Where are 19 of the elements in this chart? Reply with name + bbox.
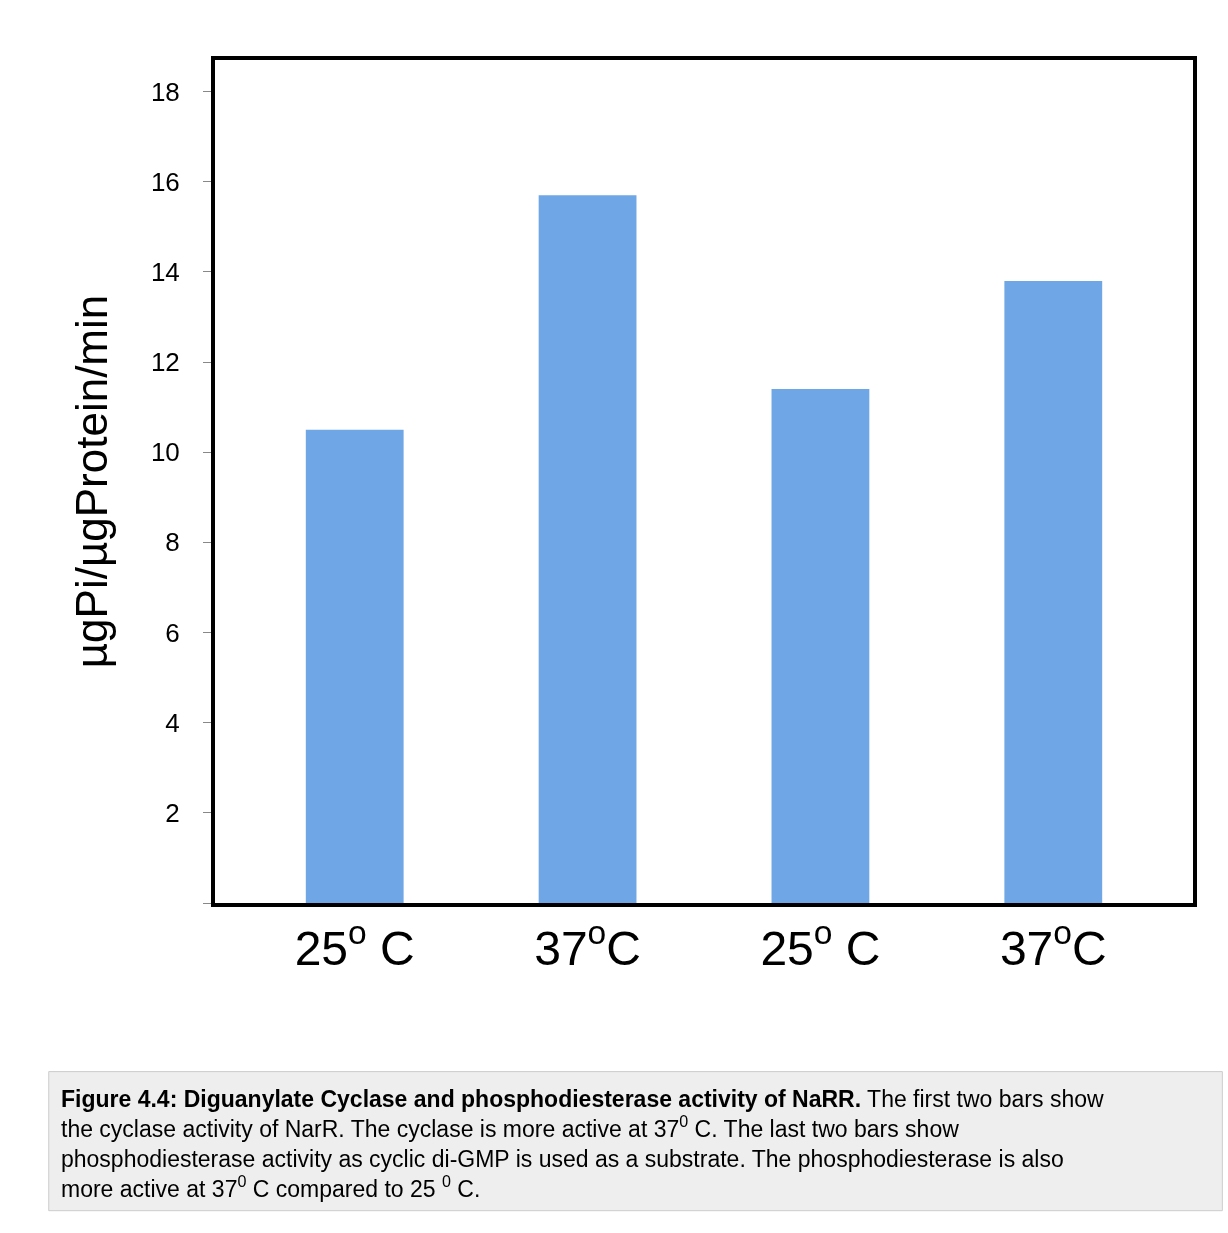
- x-tick-label: 25$^{o}$ C: [294, 914, 415, 975]
- bar: [538, 195, 637, 903]
- y-tick-label: 12: [150, 347, 180, 378]
- y-tick-label: 18: [150, 76, 180, 107]
- bar: [1004, 280, 1103, 903]
- x-tick-label: 37$^{o}$C: [999, 914, 1107, 975]
- y-tick-label: 10: [150, 437, 180, 468]
- bar: [305, 429, 404, 903]
- y-tick-label: 2: [165, 797, 180, 828]
- x-tick-label: 25$^{o}$ C: [760, 914, 881, 975]
- y-tick-label: 14: [150, 256, 180, 287]
- y-axis-title: µgPi/µgProtein/min: [67, 294, 117, 669]
- x-tick-label: 37$^{o}$C: [534, 914, 641, 975]
- y-tick-label: 8: [165, 527, 180, 558]
- y-tick-label: 4: [165, 707, 180, 738]
- y-tick-label: 6: [165, 617, 180, 648]
- caption: Figure 4.4: Diguanylate Cyclase and phosphodiesterase activity of NaRR.: [61, 1086, 862, 1112]
- y-tick-label: 16: [150, 166, 180, 197]
- bar: [771, 389, 870, 903]
